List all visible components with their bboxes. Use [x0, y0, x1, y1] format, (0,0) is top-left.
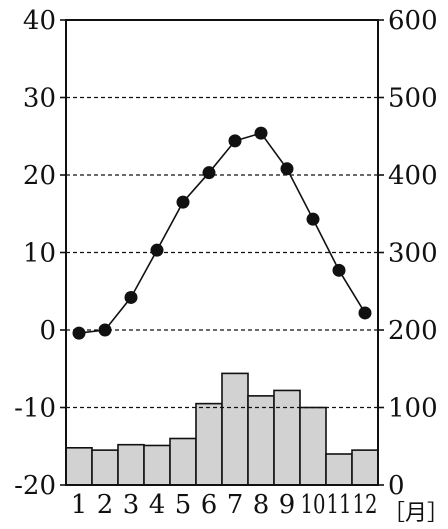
right-tick-label: 300: [388, 239, 438, 269]
left-tick-label: 0: [39, 316, 56, 346]
left-tick-label: -10: [14, 394, 56, 424]
precipitation-bar: [299, 406, 327, 486]
right-tick-label: 200: [388, 316, 438, 346]
x-tick-label: 9: [279, 490, 296, 520]
left-tick-label: 30: [23, 84, 56, 114]
x-tick-label: 1: [71, 490, 88, 520]
precipitation-bar: [273, 389, 301, 486]
right-tick-label: 100: [388, 394, 438, 424]
precipitation-bar: [325, 453, 353, 486]
temperature-point: [332, 263, 346, 277]
x-tick-label: 6: [201, 490, 218, 520]
x-tick-label: 12: [353, 490, 378, 520]
gridlines: [66, 96, 378, 409]
x-axis-ticks: 1 2 3 4 5 6 7 8 9 10 11 12: [71, 490, 378, 520]
left-tick-label: 20: [23, 161, 56, 191]
x-tick-label: 7: [227, 490, 244, 520]
left-axis-ticks: 40 30 20 10 0 -10 -20: [14, 6, 66, 501]
temperature-point: [358, 306, 372, 320]
left-tick-label: 40: [23, 6, 56, 36]
x-tick-label: 5: [175, 490, 192, 520]
temperature-point: [72, 326, 86, 340]
x-tick-label: 10: [301, 490, 326, 520]
precipitation-bar: [117, 443, 145, 486]
right-tick-label: 0: [388, 471, 405, 501]
x-tick-label: 4: [149, 490, 166, 520]
precipitation-bars: [65, 372, 379, 486]
left-tick-label: -20: [14, 471, 56, 501]
precipitation-bar: [169, 437, 197, 486]
precipitation-bar: [195, 402, 223, 486]
precipitation-bar: [351, 449, 379, 486]
temperature-point: [176, 195, 190, 209]
temperature-point: [254, 126, 268, 140]
temperature-point: [228, 134, 242, 148]
temperature-line: [72, 126, 372, 340]
precipitation-bar: [143, 444, 171, 486]
x-unit-label: ［月］: [383, 501, 448, 526]
x-tick-label: 3: [123, 490, 140, 520]
temperature-point: [202, 166, 216, 180]
precipitation-bar: [65, 446, 93, 486]
x-tick-label: 11: [327, 490, 352, 520]
x-tick-label: 8: [253, 490, 270, 520]
x-tick-label: 2: [97, 490, 114, 520]
left-tick-label: 10: [23, 239, 56, 269]
temperature-point: [98, 323, 112, 337]
right-tick-label: 400: [388, 161, 438, 191]
precipitation-bar: [247, 395, 275, 486]
temperature-polyline: [78, 132, 366, 334]
right-tick-label: 500: [388, 84, 438, 114]
precipitation-bar: [221, 372, 249, 486]
temperature-point: [306, 212, 320, 226]
temperature-point: [280, 162, 294, 176]
temperature-point: [150, 243, 164, 257]
temperature-point: [124, 290, 138, 304]
right-tick-label: 600: [388, 6, 438, 36]
right-axis-ticks: 600 500 400 300 200 100 0: [378, 6, 438, 501]
precipitation-bar: [91, 449, 119, 486]
